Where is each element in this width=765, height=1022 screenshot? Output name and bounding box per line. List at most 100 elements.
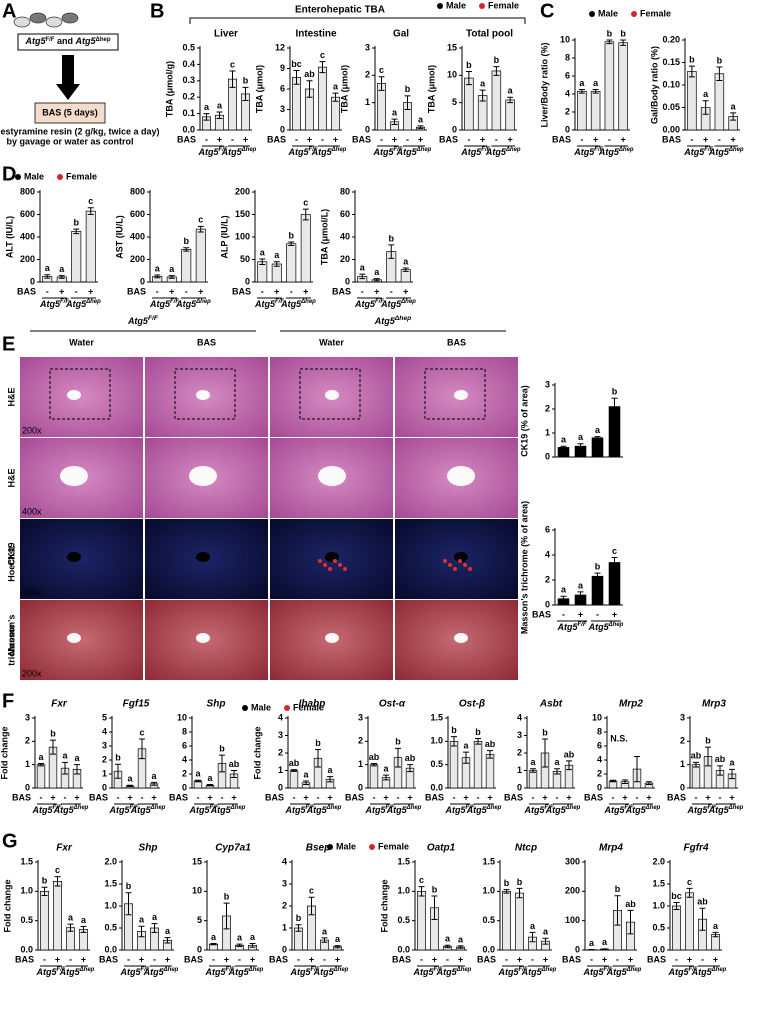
gene-name: Atg5 — [25, 36, 47, 46]
superscript: F/F — [57, 967, 66, 973]
error-bar — [444, 944, 451, 949]
significance-letter: a — [480, 78, 486, 88]
significance-letter: a — [530, 921, 536, 931]
significance-letter: a — [445, 934, 451, 944]
y-tick-label: 4 — [565, 88, 570, 98]
superscript: Δhep — [728, 805, 744, 811]
group-label: Atg5Δhep — [466, 805, 502, 816]
error-bar — [577, 443, 584, 450]
x-axis-label: BAS — [184, 954, 203, 964]
y-tick-label: 0 — [517, 782, 522, 792]
y-tick-label: 150 — [235, 209, 250, 219]
ck19-signal — [443, 559, 447, 563]
y-tick-label: 2.0 — [104, 856, 117, 866]
y-tick-label: 3 — [102, 740, 107, 750]
gene-name: Atg5 — [573, 147, 595, 157]
gene-name: Atg5 — [39, 299, 61, 309]
gene-name: Atg5 — [598, 147, 620, 157]
error-bar — [479, 89, 486, 102]
x-tick-label: - — [127, 954, 130, 964]
y-tick-label: 15 — [192, 856, 202, 866]
y-tick-label: 6 — [182, 740, 187, 750]
x-tick-label: + — [730, 134, 735, 144]
treatment-text: BAS (5 days) — [42, 107, 98, 117]
error-bar — [417, 125, 424, 130]
significance-letter: b — [224, 891, 230, 901]
group-label: Atg5Δhep — [280, 299, 316, 310]
y-tick-label: 4 — [545, 549, 550, 559]
superscript: F/F — [481, 147, 490, 153]
error-bar — [542, 738, 548, 768]
group-label: Atg5Δhep — [59, 967, 95, 978]
x-tick-label: + — [81, 954, 86, 964]
y-tick-label: 0.4 — [182, 59, 195, 69]
magnification: 200x — [22, 668, 42, 678]
bar — [691, 764, 701, 789]
group-label: Atg5F/F — [205, 967, 235, 978]
group-label: Atg5F/F — [413, 967, 443, 978]
legend-label: Female — [293, 702, 324, 712]
y-tick-label: 4 — [517, 712, 522, 722]
error-bar — [168, 275, 175, 279]
y-tick-label: 400 — [130, 231, 145, 241]
error-bar — [62, 761, 68, 775]
error-bar — [646, 781, 652, 785]
group-label: Atg5Δhep — [313, 967, 349, 978]
chart-title: Ost-α — [379, 699, 406, 710]
x-tick-label: - — [612, 792, 615, 802]
chart-title: Shp — [139, 843, 158, 854]
error-bar — [594, 436, 601, 440]
vessel — [196, 633, 210, 643]
x-tick-label: + — [392, 134, 397, 144]
x-tick-label: - — [295, 134, 298, 144]
gene-name: Atg5 — [254, 299, 276, 309]
significance-letter: c — [303, 197, 308, 207]
y-tick-label: 0.0 — [182, 124, 195, 134]
x-tick-label: + — [309, 954, 314, 964]
x-tick-label: - — [75, 286, 78, 296]
y-tick-label: 1.5 — [104, 878, 117, 888]
x-tick-label: + — [165, 954, 170, 964]
ck19-signal — [453, 567, 457, 571]
significance-letter: b — [219, 743, 225, 753]
x-axis-label: BAS — [265, 792, 284, 802]
y-tick-label: 800 — [130, 186, 145, 196]
y-tick-label: 1.5 — [397, 856, 410, 866]
superscript: Δhep — [150, 805, 166, 811]
x-tick-label: + — [578, 609, 583, 619]
gene-name: Atg5 — [36, 967, 58, 977]
superscript: Δhep — [73, 805, 89, 811]
significance-letter: a — [45, 263, 51, 273]
group-label: Atg5Δhep — [598, 147, 634, 158]
error-bar — [164, 937, 171, 944]
vessel — [67, 390, 81, 400]
error-bar — [50, 739, 56, 755]
y-tick-label: 1 — [680, 759, 685, 769]
chart-title: Cyp7a1 — [215, 843, 251, 854]
micrograph — [20, 519, 143, 599]
arrow-head — [56, 84, 80, 100]
legend-label: Female — [640, 8, 671, 18]
bar — [528, 770, 538, 789]
significance-letter: a — [360, 263, 366, 273]
x-tick-label: - — [64, 792, 67, 802]
y-tick-label: 0.2 — [182, 92, 195, 102]
error-bar — [592, 89, 599, 94]
error-bar — [465, 71, 472, 86]
bar — [449, 740, 459, 789]
y-tick-label: 6 — [597, 740, 602, 750]
error-bar — [242, 86, 249, 101]
error-bar — [115, 763, 121, 779]
superscript: Δhep — [711, 967, 727, 973]
y-tick-label: 600 — [130, 209, 145, 219]
gene-name: Atg5 — [445, 805, 467, 815]
significance-letter: a — [554, 757, 560, 767]
significance-letter: a — [589, 938, 595, 948]
y-axis-label: Fold change — [2, 879, 12, 932]
x-tick-label: - — [580, 134, 583, 144]
significance-letter: bc — [291, 59, 302, 69]
x-tick-label: + — [593, 134, 598, 144]
superscript: Δhep — [406, 805, 422, 811]
legend-label: Male — [336, 841, 356, 851]
error-bar — [229, 70, 236, 88]
